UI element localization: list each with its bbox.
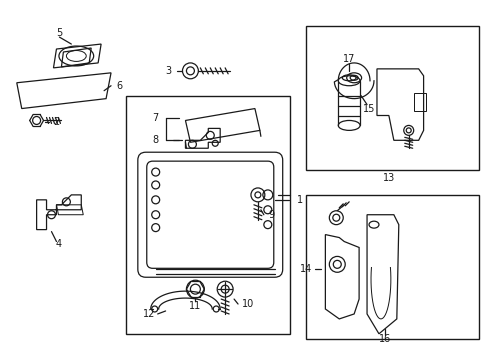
Text: 15: 15 <box>362 104 374 113</box>
Text: 3: 3 <box>165 66 171 76</box>
Text: 17: 17 <box>342 54 355 64</box>
Text: 2: 2 <box>53 117 60 127</box>
Bar <box>305 195 478 339</box>
Text: 14: 14 <box>300 264 312 274</box>
Text: 10: 10 <box>242 299 254 309</box>
Text: 9: 9 <box>268 210 274 220</box>
Text: 6: 6 <box>116 81 122 91</box>
Text: 5: 5 <box>56 28 62 38</box>
Bar <box>126 96 289 334</box>
Bar <box>305 26 478 170</box>
Text: 16: 16 <box>378 334 390 344</box>
Text: 8: 8 <box>152 135 159 145</box>
Text: 1: 1 <box>296 195 302 205</box>
Bar <box>413 93 425 111</box>
Text: 4: 4 <box>55 239 61 249</box>
Text: 13: 13 <box>382 173 394 183</box>
Text: 11: 11 <box>189 301 201 311</box>
Text: 12: 12 <box>142 309 155 319</box>
Text: 7: 7 <box>152 113 159 123</box>
